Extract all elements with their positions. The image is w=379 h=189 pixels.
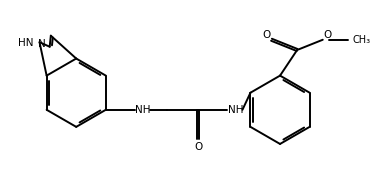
Text: HN: HN [18,38,34,48]
Text: O: O [262,30,270,40]
Text: O: O [323,30,331,40]
Text: O: O [194,142,202,152]
Text: NH: NH [135,105,151,115]
Text: NH: NH [227,105,243,115]
Text: N: N [38,39,45,49]
Text: CH₃: CH₃ [353,35,371,45]
